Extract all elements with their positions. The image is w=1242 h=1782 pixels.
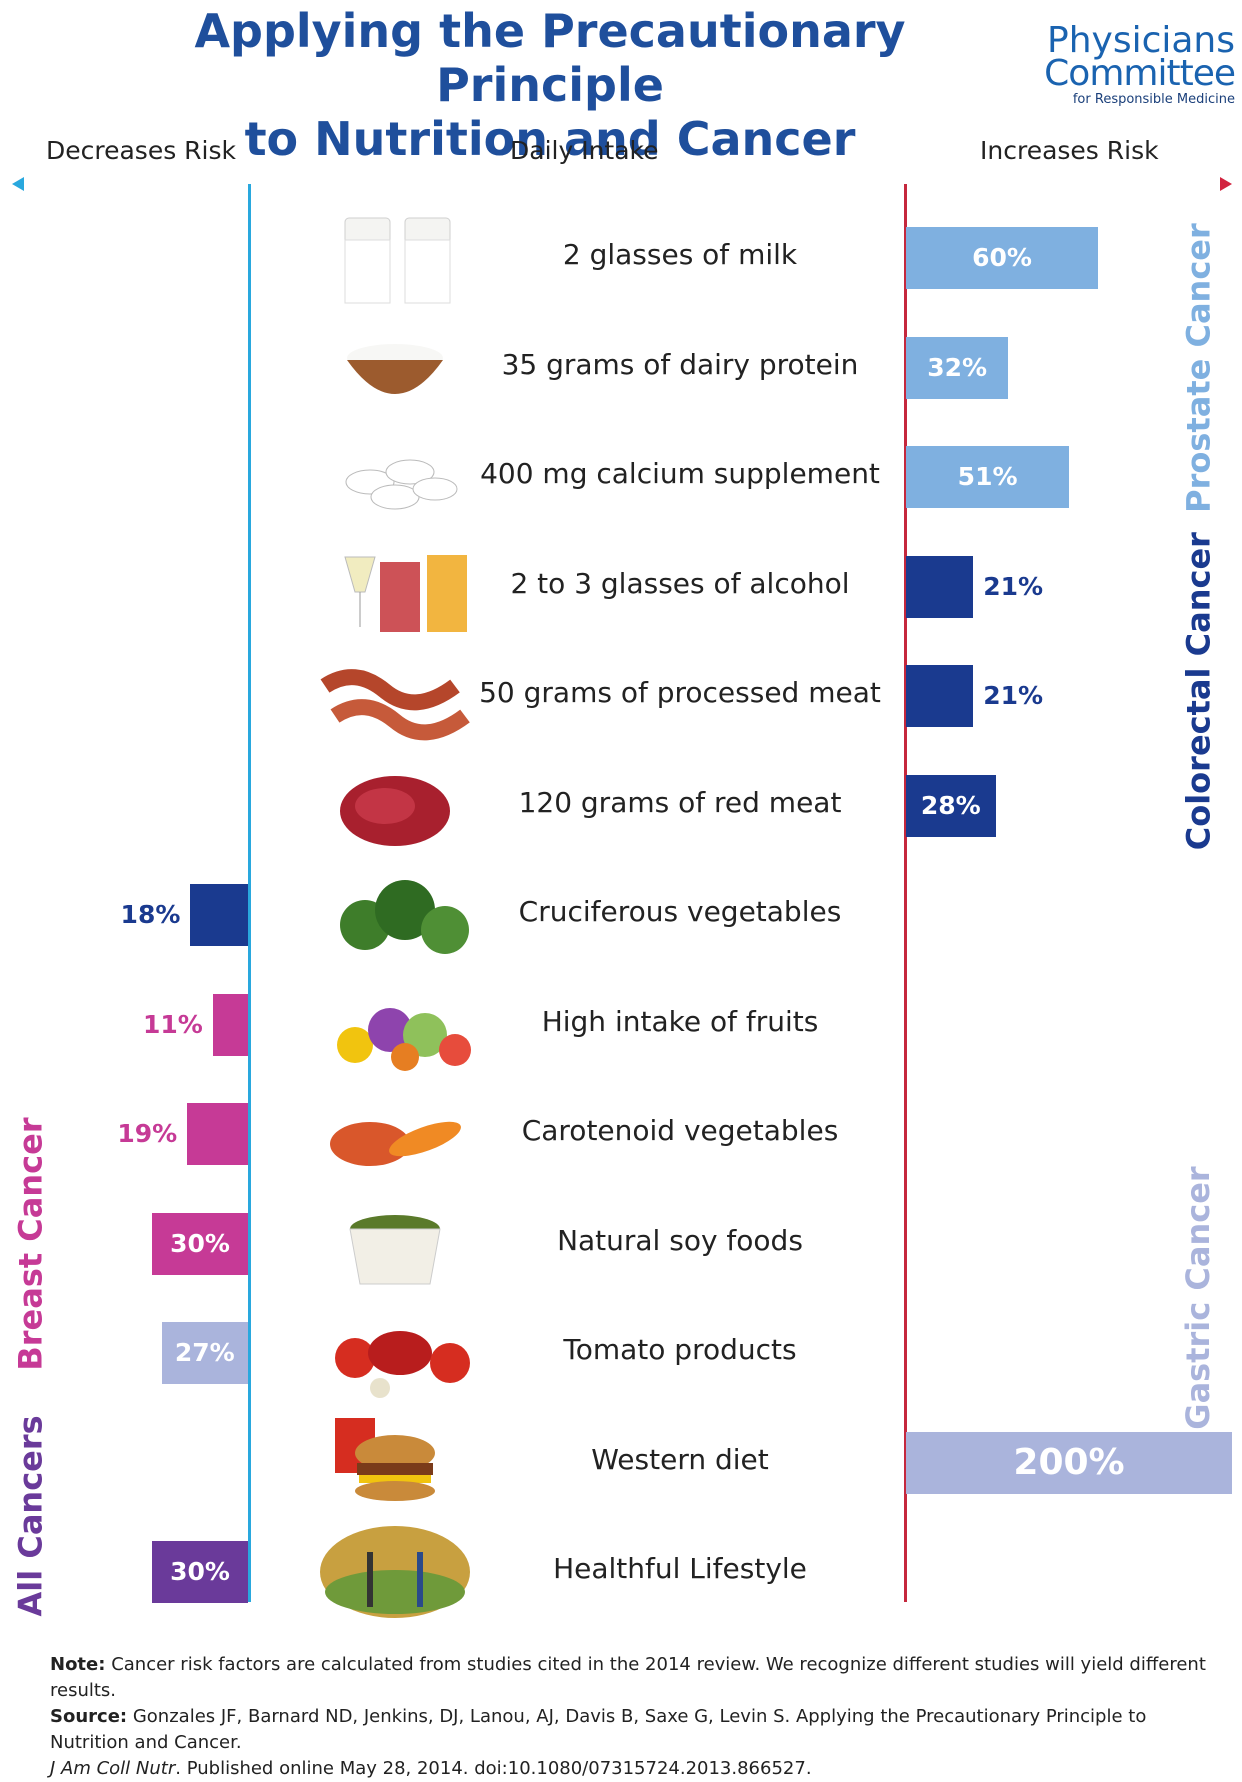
footer: Note: Cancer risk factors are calculated… [50,1652,1220,1782]
bar-value-label: 27% [174,1338,235,1367]
intake-label: High intake of fruits [541,1004,819,1038]
footer-citation: J Am Coll Nutr. Published online May 28,… [50,1756,1220,1782]
bar-healthful-lifestyle [152,1541,248,1603]
soy-foods-icon [349,1214,441,1284]
group-label-prostate-cancer: Prostate Cancer [1179,222,1217,513]
bar-value-label: 200% [1013,1441,1125,1483]
logo-line-3: for Responsible Medicine [1072,92,1235,107]
note-text: Cancer risk factors are calculated from … [50,1654,1206,1701]
intake-label: 2 to 3 glasses of alcohol [510,566,850,600]
bar-value-label: 21% [983,571,1044,601]
bar-value-label: 21% [983,681,1044,710]
bar-carotenoid-vegetables [187,1103,248,1165]
journal-name: J Am Coll Nutr [50,1758,176,1779]
footer-source: Source: Gonzales JF, Barnard ND, Jenkins… [50,1704,1220,1756]
intake-label: 2 glasses of milk [562,238,798,271]
bar-high-intake-of-fruits [212,993,248,1056]
bar-western-diet [906,1431,1232,1494]
risk-axis-arrow [12,177,1232,191]
header-decreases-risk: Decreases Risk [46,136,237,165]
source-label: Source: [50,1706,128,1727]
logo-line-1: Physicians [1046,20,1235,61]
bar-value-label: 51% [957,462,1018,491]
bar-400-mg-calcium-supplement [906,446,1070,508]
bacon-icon [320,669,470,741]
intake-label: 50 grams of processed meat [479,676,881,709]
intake-label: 120 grams of red meat [518,785,842,819]
bar-value-label: 32% [927,352,988,382]
intake-label: 400 mg calcium supplement [480,457,880,490]
right-arrowhead-icon [1220,177,1232,191]
left-arrowhead-icon [12,177,24,191]
header-increases-risk: Increases Risk [980,136,1159,165]
group-label-colorectal-cancer: Colorectal Cancer [1179,532,1217,851]
right-divider-line [904,184,907,1602]
tomato-products-icon [335,1331,470,1398]
bar-35-grams-of-dairy-protein [906,336,1009,399]
left-divider-line [248,184,251,1602]
group-label-all-cancers: All Cancers [11,1415,49,1617]
bar-natural-soy-foods [152,1212,248,1275]
intake-label: 35 grams of dairy protein [501,347,859,381]
title-line-1: Applying the Precautionary Principle [194,4,906,112]
bar-2-glasses-of-milk [906,227,1098,289]
title-line-2: to Nutrition and Cancer [244,112,856,166]
alcohol-glasses-icon [344,554,467,632]
group-label-gastric-cancer: Gastric Cancer [1179,1166,1217,1430]
western-diet-icon [335,1417,435,1501]
dairy-protein-bowl-icon [347,343,443,394]
note-label: Note: [50,1654,106,1675]
milk-glasses-icon [344,217,451,304]
intake-label: Western diet [591,1442,769,1476]
bar-tomato-products [161,1322,248,1384]
page-title: Applying the Precautionary Principle to … [90,4,1010,166]
bar-2-to-3-glasses-of-alcohol [906,555,974,618]
intake-label: Cruciferous vegetables [518,895,842,928]
carotenoid-vegetables-icon [330,1121,461,1166]
bar-50-grams-of-processed-meat [906,665,974,727]
bar-value-label: 19% [117,1119,178,1148]
red-meat-icon [340,775,450,846]
bar-cruciferous-vegetables [190,884,248,946]
logo-line-2: Committee [1044,53,1236,94]
citation-rest: . Published online May 28, 2014. doi:10.… [175,1758,812,1779]
intake-label: Tomato products [563,1333,797,1366]
header-daily-intake: Daily Intake [510,136,659,165]
bar-value-label: 11% [142,1009,203,1039]
intake-label: Natural soy foods [557,1223,803,1257]
bar-value-label: 60% [972,243,1032,272]
bar-value-label: 30% [170,1557,230,1586]
bar-value-label: 28% [920,790,981,820]
cruciferous-vegetables-icon [340,880,469,954]
fruits-icon [337,1007,471,1071]
bar-value-label: 18% [120,900,181,929]
bar-value-label: 30% [170,1228,230,1258]
calcium-pills-icon [345,459,458,510]
intake-label: Carotenoid vegetables [521,1114,839,1147]
intake-label: Healthful Lifestyle [553,1552,807,1585]
group-label-breast-cancer: Breast Cancer [11,1116,49,1371]
bar-120-grams-of-red-meat [906,774,996,837]
pcrm-logo: Physicians Committee for Responsible Med… [1010,20,1236,108]
footer-note: Note: Cancer risk factors are calculated… [50,1652,1220,1704]
healthful-lifestyle-icon [320,1526,470,1618]
source-text: Gonzales JF, Barnard ND, Jenkins, DJ, La… [50,1706,1147,1753]
